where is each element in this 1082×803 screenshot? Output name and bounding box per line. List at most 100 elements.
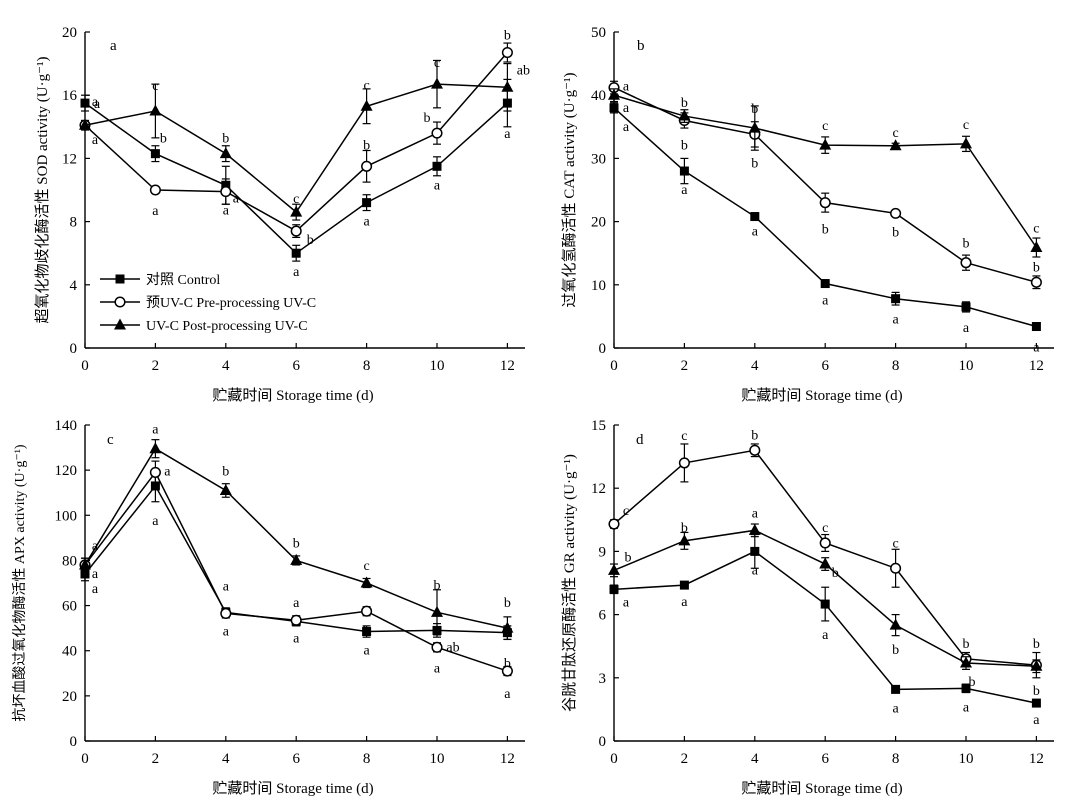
significance-label: a [892,701,899,716]
x-tick-label: 4 [222,358,230,374]
data-point-square [291,248,301,258]
significance-label: a [92,582,99,597]
significance-label: a [752,506,759,521]
x-tick-label: 0 [610,751,618,767]
data-point-square [891,684,901,694]
data-point-square [150,481,160,491]
data-point-square [432,161,442,171]
data-point-triangle [1030,659,1043,671]
x-tick-label: 0 [81,358,89,374]
significance-label: a [223,579,230,594]
significance-label: ab [517,63,530,78]
data-point-triangle [360,99,373,111]
significance-label: a [92,133,99,148]
data-point-square [679,166,689,176]
significance-label: a [152,204,159,219]
data-point-triangle [219,147,232,159]
series-square: a a a a a a a [609,533,1041,728]
significance-label: b [307,233,314,248]
chart-panel-a: 0 4 8 12 16 20 0 2 4 6 8 10 12 贮藏时间 Storage time (d) 超… [34,25,530,404]
data-point-circle [890,562,902,574]
data-point-triangle [431,77,443,89]
y-tick-label: 12 [591,481,606,497]
y-axis-label: 过氧化氢酶活性 CAT activity (U·g⁻¹) [561,72,578,307]
significance-label: a [92,567,99,582]
x-tick-label: 12 [500,358,515,374]
significance-label: a [152,514,159,529]
significance-label: a [293,596,300,611]
y-tick-label: 100 [55,508,78,524]
y-tick-label: 15 [591,418,606,434]
y-axis-label: 超氧化物歧化酶活性 SOD activity (U·g⁻¹) [34,57,51,324]
significance-label: c [892,536,898,551]
significance-label: a [681,183,688,198]
x-tick-label: 2 [681,358,689,374]
significance-label: c [822,521,828,536]
significance-label: b [963,637,970,652]
significance-label: b [434,578,441,593]
significance-label: a [623,80,630,95]
data-point-circle [890,207,902,219]
legend-label: UV-C Post-processing UV-C [146,319,308,334]
x-tick-label: 8 [892,358,900,374]
y-tick-label: 140 [55,418,78,434]
significance-label: a [752,563,759,578]
significance-label: a [752,225,759,240]
data-point-circle [290,225,302,237]
x-tick-label: 8 [892,751,900,767]
y-tick-label: 0 [599,341,607,357]
x-axis-label: 贮藏时间 Storage time (d) [212,387,373,404]
legend: 对照 Control 预UV-C Pre-processing UV-C UV-C … [100,272,316,334]
y-tick-label: 40 [591,88,606,104]
significance-label: b [363,138,370,153]
significance-label: a [504,127,511,142]
x-tick-label: 10 [430,751,445,767]
y-tick-label: 20 [62,25,77,41]
data-point-triangle [748,523,761,535]
significance-label: a [233,191,240,206]
data-point-circle [501,665,513,677]
data-point-triangle [748,121,761,133]
significance-label: b [424,111,431,126]
y-tick-label: 80 [62,553,77,569]
data-point-triangle [431,605,443,617]
significance-label: a [223,204,230,219]
significance-label: c [1033,222,1039,237]
x-tick-label: 10 [430,358,445,374]
series-square: aaa aa abb [80,469,512,672]
data-point-circle [220,607,232,620]
data-point-circle [220,186,232,198]
data-point-square [362,627,372,637]
data-point-square [362,198,372,208]
significance-label: a [822,628,829,643]
significance-label: a [623,120,630,135]
chart-panel-b: 0 10 20 30 40 50 0 2 4 6 8 10 12 贮藏时间 Storage time (d… [561,25,1054,404]
x-tick-label: 2 [681,751,689,767]
data-point-circle [749,444,761,456]
legend-marker-circle [114,296,126,308]
x-tick-label: 12 [1029,358,1044,374]
significance-label: b [1033,637,1040,652]
significance-label: a [963,321,970,336]
y-tick-label: 30 [591,151,606,167]
significance-label: a [223,624,230,639]
y-tick-label: 40 [62,644,77,660]
y-axis-label: 谷胱甘肽还原酶活性 GR activity (U·g⁻¹) [561,454,578,712]
data-point-circle [678,457,690,469]
significance-label: a [434,178,441,193]
data-point-triangle [79,558,91,570]
significance-label: c [293,192,299,207]
significance-label: c [892,126,898,141]
data-point-circle [431,127,443,139]
data-point-circle [1030,276,1042,288]
significance-label: a [293,631,300,646]
y-tick-label: 50 [591,25,606,41]
x-tick-label: 12 [500,751,515,767]
significance-label: c [434,56,440,71]
series-circle: a b b b b b b [608,80,1042,290]
x-tick-label: 6 [821,751,829,767]
data-point-triangle [501,621,514,633]
significance-label: b [751,102,758,117]
